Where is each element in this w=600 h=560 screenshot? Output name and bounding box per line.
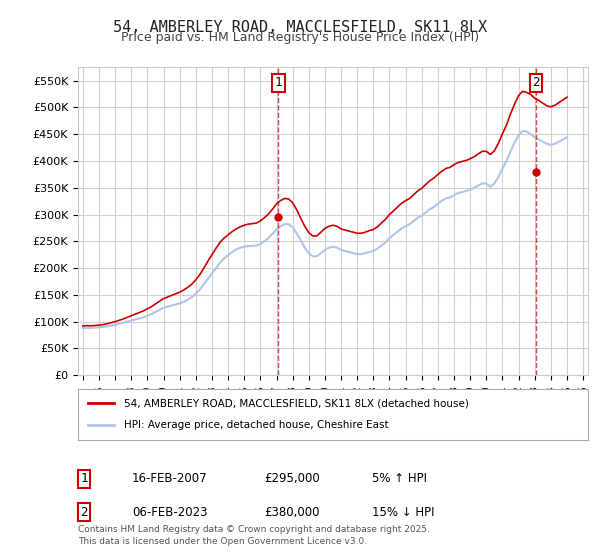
Text: HPI: Average price, detached house, Cheshire East: HPI: Average price, detached house, Ches… — [124, 421, 389, 431]
Text: 54, AMBERLEY ROAD, MACCLESFIELD, SK11 8LX: 54, AMBERLEY ROAD, MACCLESFIELD, SK11 8L… — [113, 20, 487, 35]
Text: 15% ↓ HPI: 15% ↓ HPI — [372, 506, 434, 519]
Text: £295,000: £295,000 — [264, 472, 320, 486]
Text: 54, AMBERLEY ROAD, MACCLESFIELD, SK11 8LX (detached house): 54, AMBERLEY ROAD, MACCLESFIELD, SK11 8L… — [124, 398, 469, 408]
Text: 1: 1 — [275, 76, 282, 90]
Text: Contains HM Land Registry data © Crown copyright and database right 2025.
This d: Contains HM Land Registry data © Crown c… — [78, 525, 430, 546]
Text: 5% ↑ HPI: 5% ↑ HPI — [372, 472, 427, 486]
Text: Price paid vs. HM Land Registry's House Price Index (HPI): Price paid vs. HM Land Registry's House … — [121, 31, 479, 44]
Text: 1: 1 — [80, 472, 88, 486]
Text: 06-FEB-2023: 06-FEB-2023 — [132, 506, 208, 519]
Text: £380,000: £380,000 — [264, 506, 320, 519]
Text: 2: 2 — [80, 506, 88, 519]
Text: 2: 2 — [532, 76, 540, 90]
Text: 16-FEB-2007: 16-FEB-2007 — [132, 472, 208, 486]
